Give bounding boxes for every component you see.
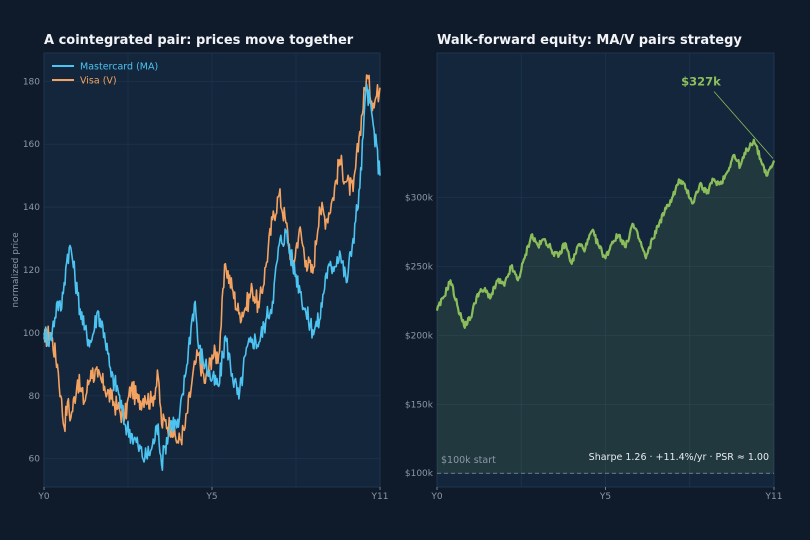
right-x-tick-label: Y11 [765, 492, 783, 502]
right-y-tick-label: $200k [405, 331, 434, 341]
left-y-axis-label: normalized price [11, 232, 21, 308]
left-series-group [43, 74, 381, 471]
series-line-visa [43, 74, 381, 446]
left-x-tick-label: Y5 [205, 492, 217, 502]
left-y-tick-label: 60 [29, 455, 41, 465]
left-x-ticks: Y0 Y5 Y11 [37, 487, 388, 502]
right-chart-title: Walk-forward equity: MA/V pairs strategy [437, 33, 742, 48]
legend-label-mastercard: Mastercard (MA) [80, 62, 158, 73]
series-line-mastercard [43, 83, 381, 471]
right-x-tick-label: Y5 [599, 492, 611, 502]
baseline-label: $100k start [441, 455, 496, 466]
left-y-tick-label: 160 [23, 140, 40, 150]
left-chart: 60 80 100 120 140 160 180 Y0 Y5 Y11 A cointegrat… [11, 33, 388, 502]
left-legend: Mastercard (MA) Visa (V) [52, 62, 158, 87]
right-y-tick-label: $100k [405, 469, 434, 479]
legend-label-visa: Visa (V) [80, 76, 117, 87]
left-grid [44, 53, 380, 487]
right-y-tick-label: $250k [405, 263, 434, 273]
right-series-group [435, 138, 776, 329]
left-y-tick-label: 140 [23, 203, 40, 213]
strategy-stats: Sharpe 1.26 · +11.4%/yr · PSR ≈ 1.00 [589, 452, 769, 463]
left-y-tick-label: 120 [23, 266, 40, 276]
left-x-tick-label: Y0 [37, 492, 49, 502]
final-value-leader-line [713, 91, 774, 159]
left-y-ticks: 60 80 100 120 140 160 180 [23, 77, 40, 464]
left-y-tick-label: 80 [29, 392, 41, 402]
right-chart: $100k $150k $200k $250k $300k Y0 Y5 Y11 Walk-f… [405, 33, 783, 502]
equity-line [435, 138, 776, 329]
left-chart-title: A cointegrated pair: prices move togethe… [44, 33, 354, 48]
left-x-tick-label: Y11 [371, 492, 389, 502]
final-value-annotation: $327k [681, 74, 721, 88]
left-y-tick-label: 180 [23, 77, 40, 87]
left-y-tick-label: 100 [23, 329, 40, 339]
equity-area-fill [437, 139, 774, 474]
right-x-tick-label: Y0 [430, 492, 442, 502]
right-x-ticks: Y0 Y5 Y11 [430, 487, 782, 502]
right-y-ticks: $100k $150k $200k $250k $300k [405, 194, 434, 480]
right-y-tick-label: $300k [405, 194, 434, 204]
right-y-tick-label: $150k [405, 400, 434, 410]
